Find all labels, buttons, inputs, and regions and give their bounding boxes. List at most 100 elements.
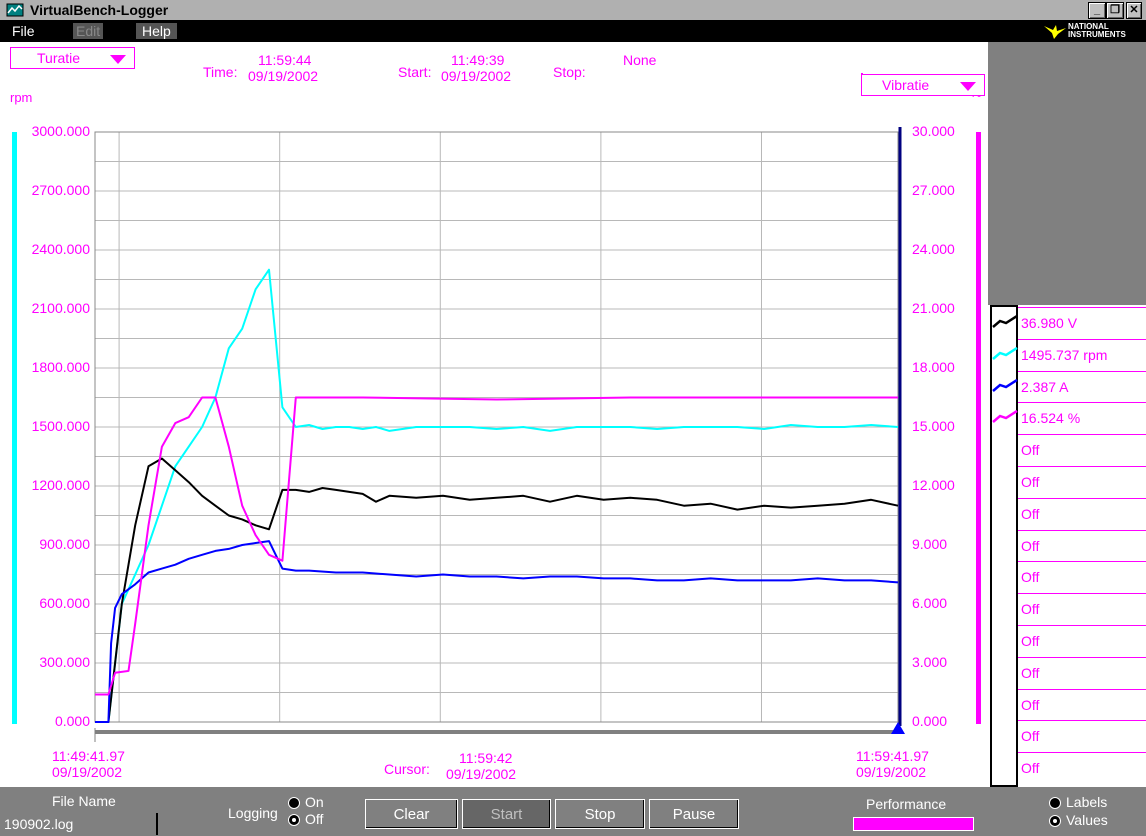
- file-name-label: File Name: [52, 793, 116, 809]
- left-unit: rpm: [10, 90, 33, 105]
- x-end-date: 09/19/2002: [856, 764, 927, 780]
- national-instruments-logo: NATIONAL INSTRUMENTS: [1044, 23, 1139, 40]
- values-radio[interactable]: [1049, 815, 1061, 827]
- legend-swatch-icon: [992, 378, 1018, 392]
- stop-button[interactable]: Stop: [555, 799, 645, 829]
- window-title: VirtualBench-Logger: [30, 2, 169, 18]
- cursor-label: Cursor:: [384, 761, 430, 777]
- legend-item[interactable]: Off: [1018, 466, 1146, 498]
- menu-file[interactable]: File: [12, 23, 35, 39]
- right-tick-label: 18.000: [912, 359, 955, 375]
- cursor-date: 09/19/2002: [446, 766, 517, 782]
- legend-item[interactable]: Off: [1018, 434, 1146, 466]
- time-label: Time:: [203, 64, 238, 80]
- start-value: 11:49:39: [451, 52, 505, 68]
- legend-item[interactable]: Off: [1018, 497, 1146, 530]
- legend-item[interactable]: Off: [1018, 529, 1146, 562]
- menu-bar: File Edit Help NATIONAL INSTRUMENTS: [0, 20, 1146, 42]
- logging-off-radio[interactable]: [288, 814, 300, 826]
- left-channel-select[interactable]: Turatie: [10, 47, 135, 69]
- close-button[interactable]: ✕: [1126, 2, 1142, 19]
- brand-line-2: INSTRUMENTS: [1068, 30, 1126, 39]
- right-tick-label: 30.000: [912, 123, 955, 139]
- right-tick-label: 6.000: [912, 595, 948, 611]
- menu-help[interactable]: Help: [136, 23, 177, 39]
- file-name-value: 190902.log: [4, 816, 74, 832]
- restore-button[interactable]: ❐: [1106, 2, 1124, 19]
- performance-bar: [853, 817, 974, 831]
- cursor-time: 11:59:42: [459, 750, 513, 766]
- chart-panel: Turatie Time: 11:59:44 09/19/2002 Start:…: [0, 42, 988, 787]
- time-value: 11:59:44: [258, 52, 312, 68]
- left-tick-label: 2700.000: [31, 182, 90, 198]
- minimize-button[interactable]: _: [1088, 2, 1106, 19]
- left-tick-label: 2100.000: [31, 300, 90, 316]
- right-tick-label: 0.000: [912, 713, 948, 729]
- right-tick-label: 3.000: [912, 654, 948, 670]
- chevron-down-icon: [960, 82, 976, 91]
- labels-radio[interactable]: [1049, 797, 1061, 809]
- right-tick-label: 9.000: [912, 536, 948, 552]
- logging-on-radio[interactable]: [288, 797, 300, 809]
- performance-label: Performance: [866, 796, 947, 812]
- labels-label: Labels: [1066, 794, 1108, 810]
- series-line-2: [95, 540, 899, 723]
- left-tick-label: 3000.000: [31, 123, 90, 139]
- logging-label: Logging: [228, 805, 278, 821]
- right-channel-select[interactable]: Vibratie: [861, 74, 985, 96]
- legend-item[interactable]: Off: [1018, 720, 1146, 752]
- channel-legend: 36.980 V 1495.737 rpm 2.387 A 16.524 % Off Of…: [988, 305, 1146, 787]
- left-tick-label: 1200.000: [31, 477, 90, 493]
- legend-swatch-icon: [992, 346, 1018, 360]
- legend-swatch-icon: [992, 410, 1018, 424]
- app-icon: [6, 3, 24, 17]
- legend-item[interactable]: Off: [1018, 593, 1146, 625]
- legend-item[interactable]: Off: [1018, 752, 1146, 784]
- series-line-0: [95, 268, 899, 723]
- legend-item[interactable]: Off: [1018, 656, 1146, 689]
- left-tick-label: 1500.000: [31, 418, 90, 434]
- stop-label: Stop:: [553, 64, 586, 80]
- control-bar: File Name 190902.log Logging On Off Clea…: [0, 787, 1146, 836]
- x-start-time: 11:49:41.97: [52, 748, 125, 764]
- start-button[interactable]: Start: [462, 799, 551, 829]
- right-tick-label: 21.000: [912, 300, 955, 316]
- logging-on-label: On: [305, 794, 324, 810]
- legend-item[interactable]: Off: [1018, 561, 1146, 593]
- stop-value: None: [623, 52, 657, 68]
- left-tick-label: 900.000: [39, 536, 90, 552]
- left-axis-color-bar: [12, 132, 17, 724]
- title-bar: VirtualBench-Logger _ ❐ ✕: [0, 0, 1146, 21]
- left-tick-label: 300.000: [39, 654, 90, 670]
- logging-off-label: Off: [305, 811, 324, 827]
- brand-line-1: NATIONAL: [1068, 22, 1109, 31]
- left-tick-label: 1800.000: [31, 359, 90, 375]
- legend-item[interactable]: 16.524 %: [1018, 402, 1146, 434]
- left-tick-label: 0.000: [54, 713, 90, 729]
- legend-item[interactable]: Off: [1018, 625, 1146, 657]
- clear-button[interactable]: Clear: [365, 799, 458, 829]
- left-channel-value: Turatie: [37, 50, 81, 66]
- ni-eagle-icon: [1044, 25, 1066, 39]
- legend-item[interactable]: 36.980 V: [1018, 307, 1146, 339]
- pause-button[interactable]: Pause: [649, 799, 739, 829]
- time-scrollbar: [95, 730, 898, 734]
- legend-item[interactable]: 1495.737 rpm: [1018, 338, 1146, 371]
- legend-swatch-column: [990, 305, 1018, 787]
- right-axis-color-bar: [976, 132, 981, 724]
- x-start-date: 09/19/2002: [52, 764, 123, 780]
- right-tick-label: 15.000: [912, 418, 955, 434]
- right-tick-label: 24.000: [912, 241, 955, 257]
- menu-edit[interactable]: Edit: [73, 23, 104, 39]
- chevron-down-icon: [110, 55, 126, 64]
- legend-item[interactable]: Off: [1018, 688, 1146, 721]
- start-date: 09/19/2002: [441, 68, 512, 84]
- line-chart[interactable]: [0, 42, 988, 787]
- start-label: Start:: [398, 64, 432, 80]
- series-line-1: [95, 457, 899, 723]
- right-tick-label: 12.000: [912, 477, 955, 493]
- right-channel-value: Vibratie: [882, 77, 930, 93]
- cursor-marker-icon: [891, 722, 905, 734]
- file-name-field[interactable]: 190902.log: [0, 813, 158, 835]
- legend-item[interactable]: 2.387 A: [1018, 370, 1146, 403]
